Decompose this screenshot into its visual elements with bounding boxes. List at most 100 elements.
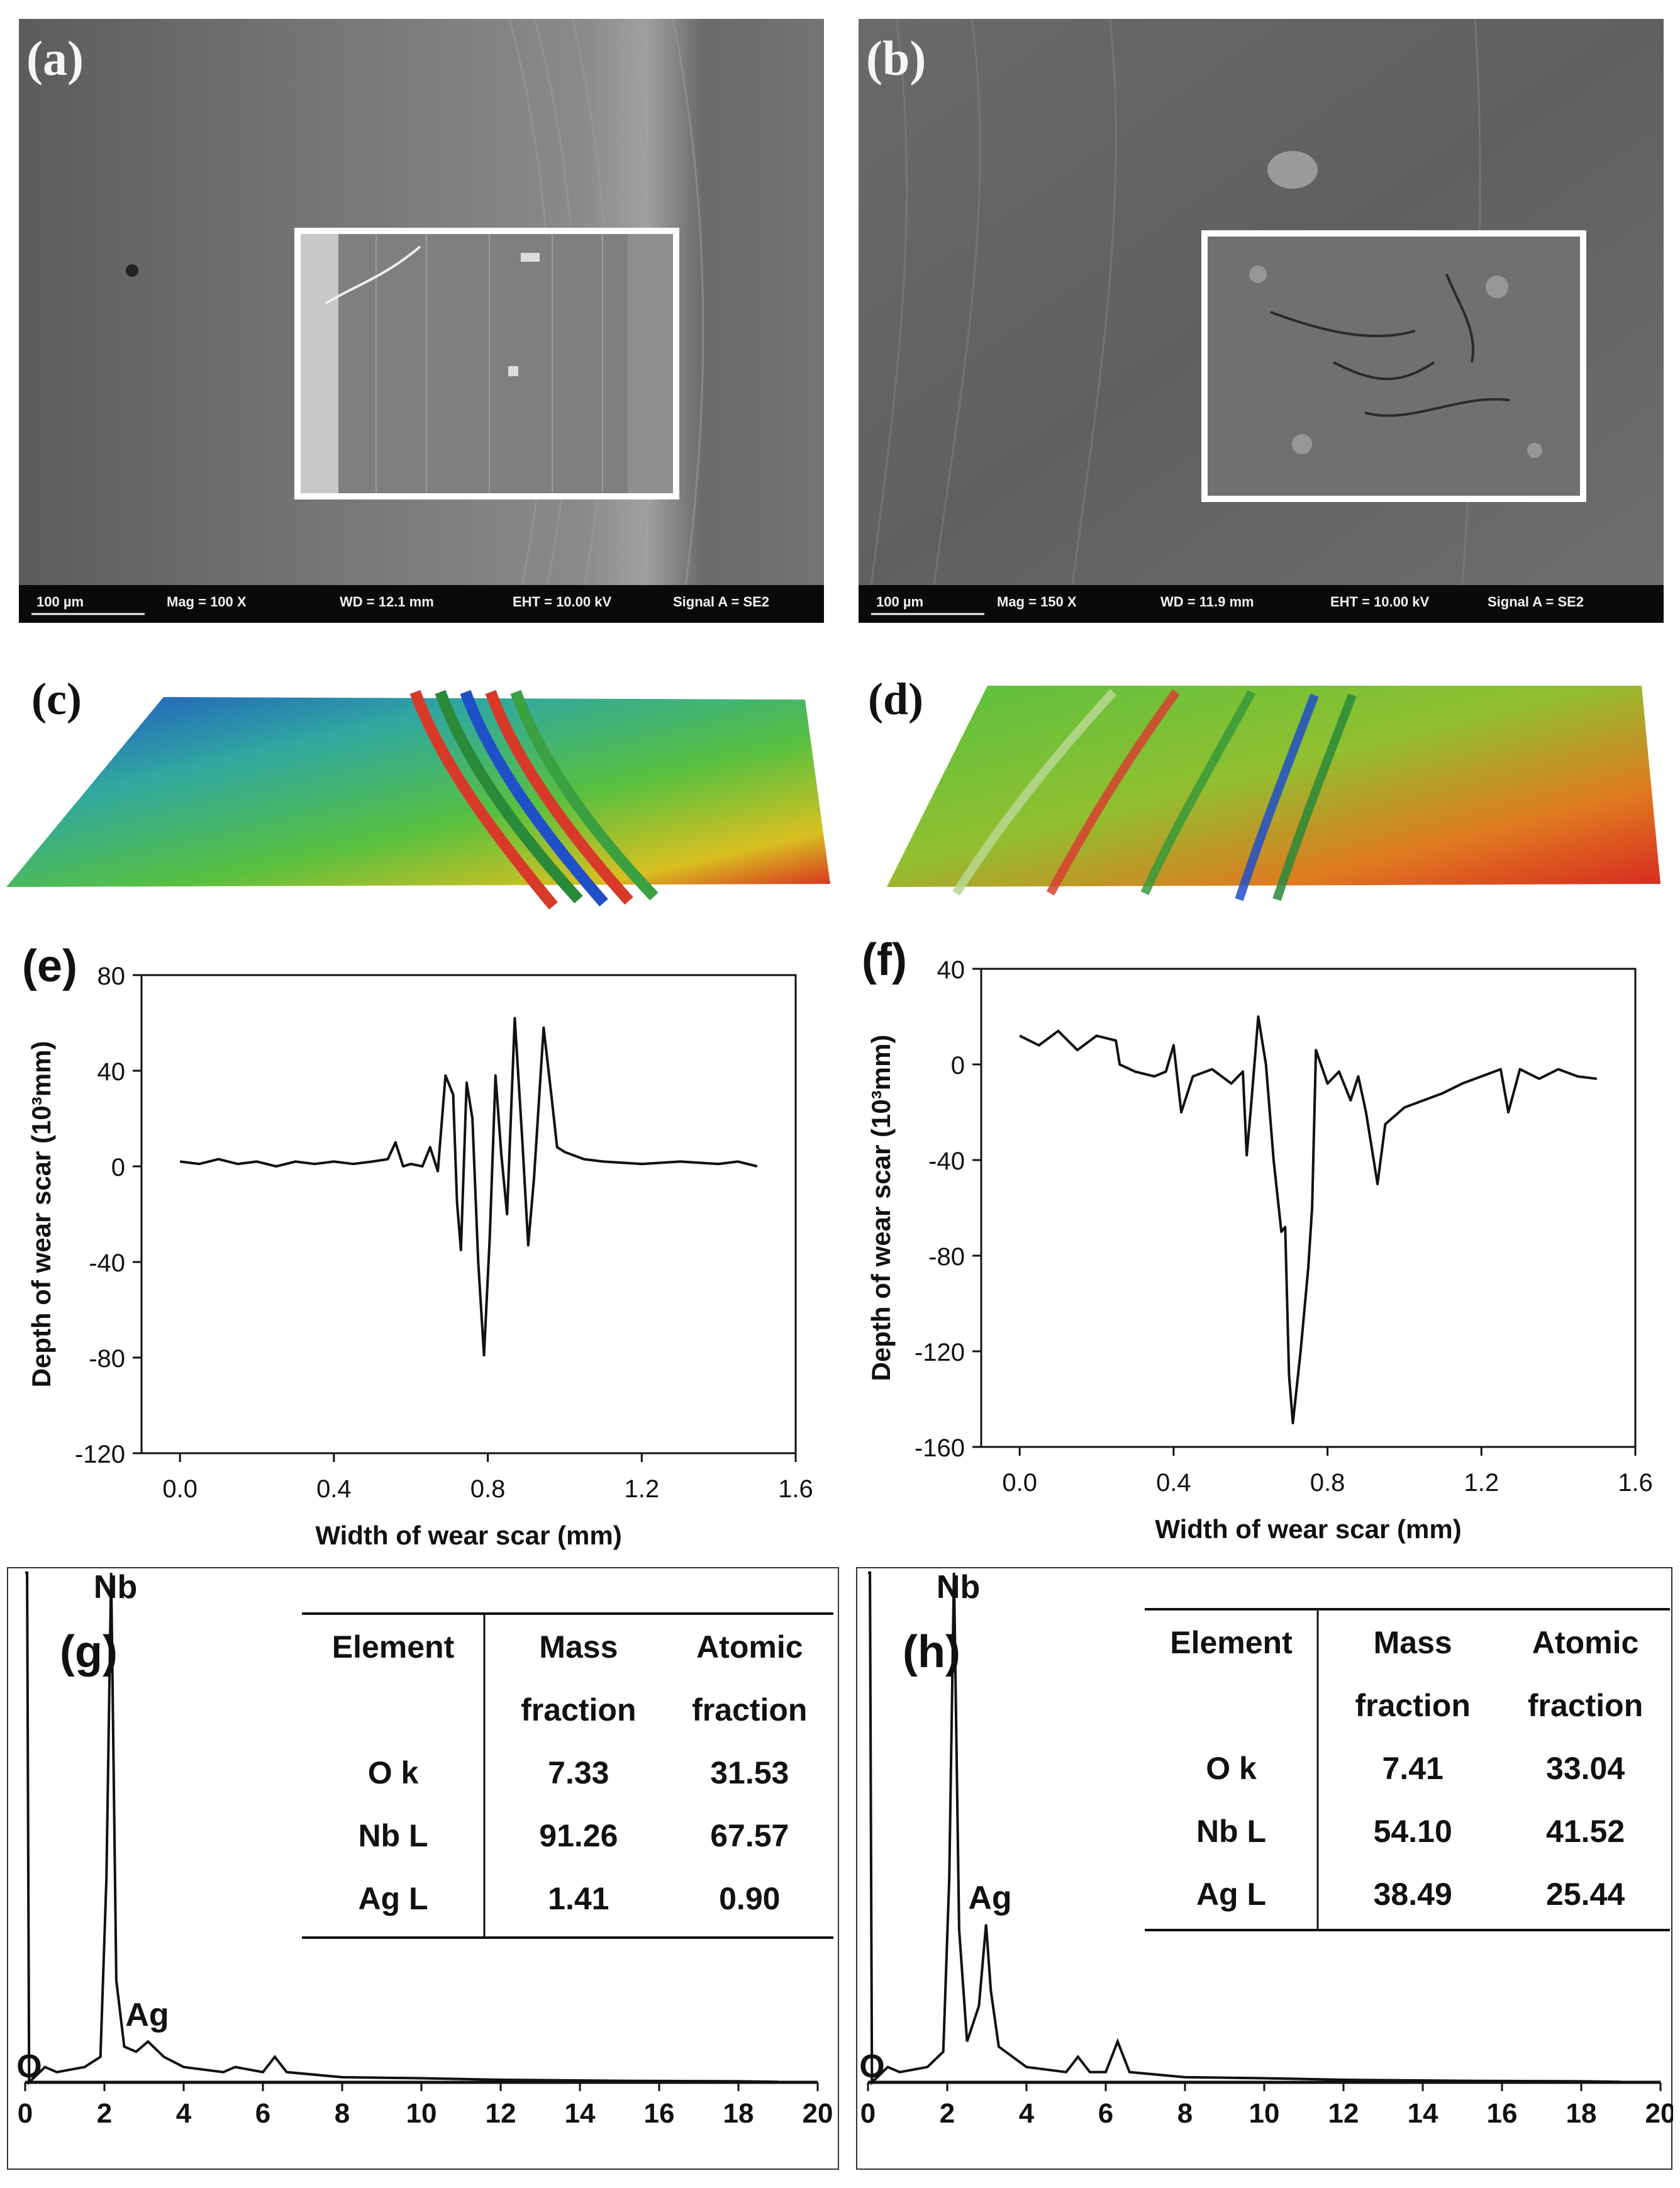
y-tick-label: -40 — [928, 1147, 965, 1175]
peak-label: O — [859, 2048, 884, 2085]
x-tick-label: 18 — [723, 2098, 754, 2129]
x-tick-label: 6 — [255, 2098, 270, 2129]
x-tick-label: 0 — [18, 2098, 33, 2129]
scale-bar — [871, 613, 984, 615]
y-tick-label: 40 — [97, 1058, 126, 1086]
x-tick-label: 1.2 — [1464, 1469, 1499, 1497]
x-tick-label: 18 — [1566, 2098, 1597, 2129]
sem-info-bar: 100 µm Mag = 100 X WD = 12.1 mm EHT = 10… — [19, 585, 824, 623]
surface-3d-d: (d) — [862, 667, 1673, 918]
x-tick-label: 10 — [406, 2098, 437, 2129]
panel-label: (c) — [31, 674, 82, 724]
working-distance: WD = 12.1 mm — [340, 594, 434, 610]
table-cell: 7.41 — [1382, 1751, 1444, 1786]
x-tick-label: 0.8 — [1310, 1469, 1345, 1497]
frame — [7, 1567, 839, 2170]
table-cell: 33.04 — [1546, 1751, 1625, 1786]
table-cell: Nb L — [358, 1818, 428, 1853]
table-cell: 31.53 — [710, 1755, 789, 1790]
x-tick-label: 16 — [1487, 2098, 1518, 2129]
table-cell: 1.41 — [548, 1881, 609, 1916]
table-cell: O k — [1206, 1751, 1257, 1786]
y-axis-label: Depth of wear scar (10³mm) — [26, 1041, 56, 1388]
chart-h: 0 2 4 6 8 10 12 14 16 18 20 Nb Ag O (h) Element Mass frac… — [856, 1567, 1676, 2170]
x-tick-label: 14 — [1408, 2098, 1438, 2129]
scale-bar-label: 100 µm — [876, 594, 924, 610]
x-tick-label: 0.8 — [470, 1475, 506, 1503]
sem-info-bar: 100 µm Mag = 150 X WD = 11.9 mm EHT = 10… — [859, 585, 1664, 623]
chart-g: 0 2 4 6 8 10 12 14 16 18 20 Nb Ag O (g) Element Mass frac… — [7, 1567, 839, 2170]
x-tick-label: 0.0 — [162, 1475, 197, 1503]
table-header: fraction — [1355, 1688, 1471, 1723]
eds-spectrum-h: 0 2 4 6 8 10 12 14 16 18 20 Nb Ag O (h) Element Mass frac… — [855, 1566, 1676, 2170]
table-header: Atomic — [1532, 1625, 1638, 1660]
y-tick-label: 40 — [937, 956, 965, 984]
table-header: fraction — [1528, 1688, 1643, 1723]
x-tick-label: 14 — [565, 2098, 596, 2129]
chart-e: (e) 80 40 0 -40 -80 -120 0.0 0.4 0.8 1.2 1.6 Width o… — [22, 941, 813, 1550]
panel-label: (b) — [866, 31, 926, 86]
x-tick-label: 16 — [644, 2098, 675, 2129]
x-tick-label: 2 — [940, 2098, 955, 2129]
x-axis-label: Width of wear scar (mm) — [315, 1521, 621, 1550]
x-tick-label: 1.6 — [778, 1475, 813, 1503]
y-tick-label: -160 — [915, 1434, 965, 1462]
table-cell: 41.52 — [1546, 1814, 1625, 1849]
peak-label: Ag — [125, 1997, 169, 2033]
x-tick-label: 12 — [1328, 2098, 1359, 2129]
panel-label: (h) — [903, 1627, 960, 1677]
table-header: Element — [1170, 1625, 1293, 1660]
plot-frame — [140, 974, 797, 1454]
x-axis-label: Width of wear scar (mm) — [1155, 1514, 1461, 1544]
x-tick-label: 8 — [1177, 2098, 1193, 2129]
eht-voltage: EHT = 10.00 kV — [1330, 594, 1430, 610]
x-tick-label: 2 — [97, 2098, 112, 2129]
x-tick-label: 0.4 — [316, 1475, 352, 1503]
y-tick-label: -40 — [89, 1249, 125, 1277]
x-tick-label: 0.0 — [1002, 1469, 1037, 1497]
table-cell: 67.57 — [710, 1818, 789, 1853]
x-tick-label: 0.4 — [1156, 1469, 1191, 1497]
x-tick-label: 0 — [860, 2098, 876, 2129]
eht-voltage: EHT = 10.00 kV — [513, 594, 612, 610]
table-header: Mass — [539, 1629, 618, 1665]
y-tick-label: -80 — [89, 1345, 125, 1373]
plot-frame — [980, 968, 1637, 1448]
zoom-inset — [294, 228, 679, 500]
y-tick-label: -120 — [915, 1339, 965, 1366]
table-cell: O k — [368, 1755, 419, 1790]
spectrum-line — [868, 1571, 1622, 2085]
panel-label: (g) — [60, 1627, 118, 1677]
table-header: Mass — [1374, 1625, 1452, 1660]
surface-3d-render — [887, 686, 1661, 901]
working-distance: WD = 11.9 mm — [1160, 594, 1254, 610]
table-cell: 91.26 — [539, 1818, 618, 1853]
x-tick-label: 1.6 — [1618, 1469, 1653, 1497]
y-tick-label: -80 — [928, 1243, 965, 1271]
sem-image-a: (a) 100 µm Mag = 100 X WD = 12.1 mm EHT … — [19, 19, 824, 623]
sem-image-b: (b) 100 µm Mag = 150 X WD = 11.9 mm EHT … — [859, 19, 1664, 623]
profile-line — [179, 1017, 758, 1357]
depth-profile-e: (e) 80 40 0 -40 -80 -120 0.0 0.4 0.8 1.2 1.6 Width o… — [0, 931, 840, 1573]
x-tick-label: 12 — [486, 2098, 516, 2129]
table-cell: Ag L — [1196, 1877, 1266, 1912]
table-cell: 25.44 — [1546, 1877, 1625, 1912]
table-header: Element — [332, 1629, 455, 1665]
y-tick-label: 80 — [97, 963, 126, 990]
x-tick-label: 20 — [1645, 2098, 1673, 2129]
profile-line — [1019, 1015, 1598, 1424]
y-tick-label: 0 — [111, 1154, 125, 1181]
magnification: Mag = 150 X — [997, 594, 1077, 610]
x-tick-label: 4 — [1019, 2098, 1035, 2129]
panel-label: (f) — [862, 935, 907, 985]
y-tick-label: -120 — [75, 1441, 125, 1468]
table-header: Atomic — [696, 1629, 803, 1665]
x-tick-label: 8 — [335, 2098, 350, 2129]
peak-label: Nb — [94, 1569, 137, 1605]
scale-bar — [31, 613, 145, 615]
signal-type: Signal A = SE2 — [673, 594, 770, 610]
frame — [856, 1567, 1672, 2170]
inset-texture — [1208, 237, 1580, 496]
table-header: fraction — [521, 1692, 636, 1728]
table-cell: Ag L — [358, 1881, 428, 1916]
